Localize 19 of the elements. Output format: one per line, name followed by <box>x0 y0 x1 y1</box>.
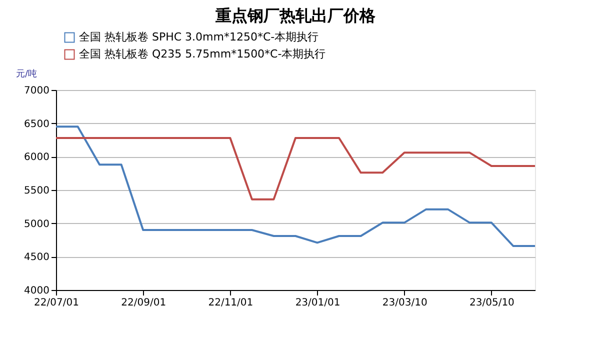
legend-label: 全国 热轧板卷 SPHC 3.0mm*1250*C-本期执行 <box>79 30 319 44</box>
y-tick-label: 6500 <box>24 118 50 130</box>
y-tick-label: 4500 <box>24 252 50 264</box>
y-tick-label: 4000 <box>24 286 50 296</box>
x-tick-label: 22/09/01 <box>121 298 166 308</box>
y-tick-label: 6000 <box>24 152 50 164</box>
y-axis-title: 元/吨 <box>16 68 38 80</box>
line-series <box>55 126 536 247</box>
y-tick-label: 7000 <box>24 86 50 96</box>
y-tick-label: 5500 <box>24 186 50 196</box>
y-tick-label: 5000 <box>24 218 50 230</box>
x-tick-label: 22/11/01 <box>208 298 254 308</box>
legend-label: 全国 热轧板卷 Q235 5.75mm*1500*C-本期执行 <box>79 48 326 60</box>
x-tick-label: 23/05/10 <box>469 298 514 308</box>
x-tick-label: 23/03/10 <box>382 298 428 308</box>
line-series <box>55 137 536 200</box>
x-tick-label: 23/01/01 <box>295 298 340 308</box>
x-tick-label: 22/07/01 <box>34 298 79 308</box>
chart-title: 重点钢厂热轧出厂价格 <box>214 6 376 25</box>
